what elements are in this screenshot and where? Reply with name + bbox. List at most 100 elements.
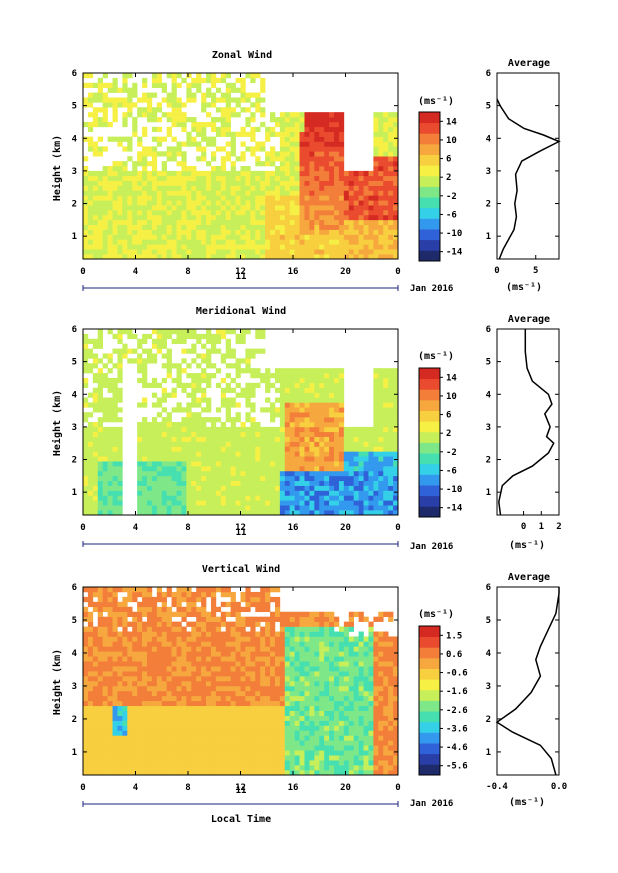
vertical-wind-heatmap-cell xyxy=(107,671,113,677)
meridional-wind-heatmap-cell xyxy=(270,490,276,496)
zonal-wind-heatmap-cell xyxy=(191,97,197,103)
vertical-wind-heatmap-cell xyxy=(87,676,94,682)
zonal-wind-heatmap-cell xyxy=(181,112,187,118)
meridional-wind-heatmap-cell xyxy=(191,348,197,354)
vertical-wind-heatmap-cell xyxy=(225,676,231,682)
vertical-wind-heatmap-cell xyxy=(235,740,241,746)
vertical-wind-heatmap-cell xyxy=(245,646,251,652)
zonal-wind-heatmap-cell xyxy=(363,244,369,250)
meridional-wind-heatmap-cell xyxy=(388,490,394,496)
zonal-wind-heatmap-cell xyxy=(127,205,133,211)
meridional-wind-heatmap-cell xyxy=(309,402,315,408)
vertical-wind-heatmap-cell xyxy=(127,631,133,637)
zonal-wind-heatmap-cell xyxy=(270,170,276,177)
zonal-wind-heatmap-cell xyxy=(156,82,163,88)
zonal-wind-heatmap-cell xyxy=(225,214,231,221)
vertical-wind-heatmap-cell xyxy=(112,730,118,736)
vertical-wind-heatmap-cell xyxy=(107,646,113,652)
vertical-wind-heatmap-cell xyxy=(176,671,182,677)
vertical-wind-heatmap-cell xyxy=(127,656,133,662)
zonal-wind-heatmap-cell xyxy=(181,254,187,260)
zonal-wind-heatmap-cell xyxy=(225,141,231,147)
meridional-wind-heatmap-cell xyxy=(304,397,310,403)
zonal-wind-heatmap-cell xyxy=(348,244,354,250)
meridional-wind-heatmap-cell xyxy=(294,373,300,379)
zonal-wind-heatmap-cell xyxy=(102,117,108,123)
meridional-wind-heatmap-cell xyxy=(146,382,153,389)
meridional-wind-heatmap-cell xyxy=(107,382,113,389)
meridional-wind-heatmap-cell xyxy=(181,382,187,389)
zonal-wind-heatmap-cell xyxy=(97,121,103,128)
vertical-wind-heatmap-cell xyxy=(210,671,217,677)
vertical-wind-heatmap-cell xyxy=(196,641,202,647)
zonal-wind-heatmap-cell xyxy=(334,136,340,142)
meridional-wind-heatmap-cell xyxy=(353,446,359,452)
meridional-wind-heatmap-cell xyxy=(343,431,350,437)
vertical-wind-heatmap-cell xyxy=(186,695,192,702)
vertical-wind-heatmap-cell xyxy=(201,705,207,711)
vertical-wind-heatmap-cell xyxy=(166,631,172,637)
zonal-wind-heatmap-cell xyxy=(151,249,158,255)
zonal-wind-heatmap-cell xyxy=(117,214,123,221)
zonal-wind-heatmap-cell xyxy=(393,131,399,137)
vertical-wind-heatmap-cell xyxy=(112,770,118,776)
zonal-wind-heatmap-cell xyxy=(353,195,359,201)
vertical-wind-heatmap-cell xyxy=(127,591,133,598)
vertical-wind-heatmap-cell xyxy=(206,636,212,642)
vertical-wind-heatmap-cell xyxy=(127,596,133,603)
zonal-wind-heatmap-cell xyxy=(279,249,286,255)
meridional-wind-heatmap-cell xyxy=(319,377,325,384)
vertical-wind-heatmap-cell xyxy=(117,651,123,657)
zonal-wind-heatmap-cell xyxy=(319,175,325,181)
vertical-wind-heatmap-cell xyxy=(146,611,153,617)
meridional-wind-heatmap-cell xyxy=(201,475,207,482)
vertical-wind-heatmap-cell xyxy=(240,651,246,657)
meridional-wind-heatmap-cell xyxy=(210,426,217,433)
vertical-wind-heatmap-cell xyxy=(201,725,207,731)
vertical-wind-heatmap-cell xyxy=(112,601,118,608)
meridional-wind-heatmap-cell xyxy=(206,475,212,482)
vertical-wind-heatmap-cell xyxy=(181,671,187,677)
meridional-wind-heatmap-cell xyxy=(329,461,335,467)
meridional-wind-heatmap-cell xyxy=(220,490,227,496)
meridional-wind-heatmap-cell xyxy=(299,436,305,442)
zonal-wind-heatmap-cell xyxy=(363,200,369,206)
vertical-wind-heatmap-cell xyxy=(230,641,236,647)
zonal-wind-heatmap-cell xyxy=(97,87,103,93)
meridional-wind-heatmap-cell xyxy=(230,475,236,482)
zonal-wind-heatmap-cell xyxy=(383,244,389,250)
vertical-wind-heatmap-cell xyxy=(117,730,123,736)
zonal-wind-heatmap-cell xyxy=(112,112,118,118)
zonal-wind-heatmap-cell xyxy=(274,117,281,123)
meridional-wind-heatmap-cell xyxy=(166,348,172,354)
zonal-wind-heatmap-cell xyxy=(235,77,241,84)
meridional-wind-heatmap-cell xyxy=(338,505,345,511)
vertical-wind-heatmap-cell xyxy=(250,765,256,771)
vertical-wind-heatmap-cell xyxy=(235,606,241,613)
zonal-wind-heatmap-cell xyxy=(250,229,256,235)
vertical-wind-heatmap-cell xyxy=(92,755,99,761)
zonal-wind-heatmap-cell xyxy=(142,97,148,103)
zonal-wind-heatmap-cell xyxy=(201,219,207,226)
meridional-wind-heatmap-cell xyxy=(161,451,167,457)
meridional-wind-heatmap-cell xyxy=(353,431,359,437)
meridional-wind-heatmap-cell xyxy=(329,387,335,393)
zonal-wind-heatmap-cell xyxy=(314,170,320,177)
vertical-wind-heatmap-cell xyxy=(107,666,113,672)
zonal-wind-heatmap-cell xyxy=(274,210,281,216)
zonal-wind-heatmap-cell xyxy=(378,131,384,137)
zonal-wind-heatmap-cell xyxy=(294,126,300,133)
zonal-wind-heatmap-cell xyxy=(83,239,89,245)
vertical-wind-heatmap-cell xyxy=(230,720,236,726)
meridional-wind-heatmap-cell xyxy=(270,426,276,433)
zonal-wind-heatmap-cell xyxy=(161,185,167,191)
vertical-wind-heatmap-cell xyxy=(132,755,138,761)
vertical-wind-heatmap-cell xyxy=(146,705,153,711)
vertical-wind-heatmap-cell xyxy=(92,745,99,751)
meridional-wind-heatmap-cell xyxy=(156,475,163,482)
meridional-wind-heatmap-cell xyxy=(289,368,295,374)
meridional-wind-heatmap-cell xyxy=(314,456,320,462)
meridional-wind-heatmap-cell xyxy=(97,490,103,496)
meridional-wind-heatmap-cell xyxy=(171,466,177,472)
meridional-wind-heatmap-cell xyxy=(230,397,236,403)
